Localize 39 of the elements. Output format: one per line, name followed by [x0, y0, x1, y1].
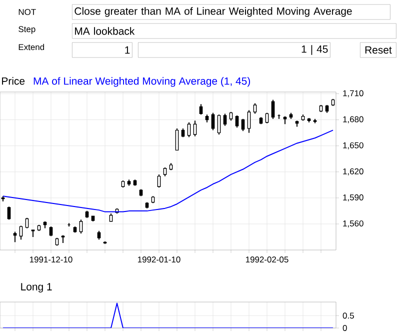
text: 1 | 45 [302, 45, 328, 55]
candlestick [79, 219, 83, 234]
text: 1 [125, 46, 130, 54]
text: Reset [365, 46, 392, 54]
y-tick-label: 1,590 [343, 194, 364, 202]
candlestick [247, 110, 251, 134]
candlestick [187, 122, 191, 138]
text: MA lookback [75, 27, 135, 35]
text: MA of Linear Weighted Moving Average (1, 45) [34, 77, 250, 87]
candlestick [7, 206, 11, 220]
candlestick [211, 112, 215, 131]
candlestick [253, 102, 257, 114]
text: Step [18, 26, 36, 34]
candlestick [175, 128, 179, 151]
y-tick-label: 1,710 [343, 90, 364, 98]
y-tick-label: 1,680 [343, 116, 364, 124]
candlestick [223, 113, 227, 126]
y-tick-label: 0.5 [342, 312, 354, 319]
candlestick [49, 226, 53, 237]
candlestick [25, 217, 29, 229]
text: Extend [18, 44, 44, 50]
y-tick-label: 1,560 [343, 220, 364, 228]
chart-title: Long 1 [21, 283, 52, 293]
text: NOT [18, 9, 36, 15]
candlestick [19, 225, 23, 240]
candlestick [157, 174, 161, 188]
y-tick-label: 1,620 [343, 168, 364, 176]
candlestick [217, 114, 221, 136]
text: Close greater than MA of Linear Weighted Moving Average [74, 7, 352, 17]
x-tick-label: 1991-12-10 [30, 256, 72, 263]
candlestick [199, 104, 203, 116]
text: Price [2, 77, 25, 85]
y-tick-label: 1,650 [343, 142, 364, 150]
x-tick-label: 1992-02-05 [246, 256, 288, 263]
x-tick-label: 1992-01-10 [138, 256, 180, 263]
candlestick [271, 99, 275, 120]
candlestick [13, 231, 17, 243]
y-tick-label: 0 [342, 325, 347, 331]
candlestick [193, 120, 197, 137]
